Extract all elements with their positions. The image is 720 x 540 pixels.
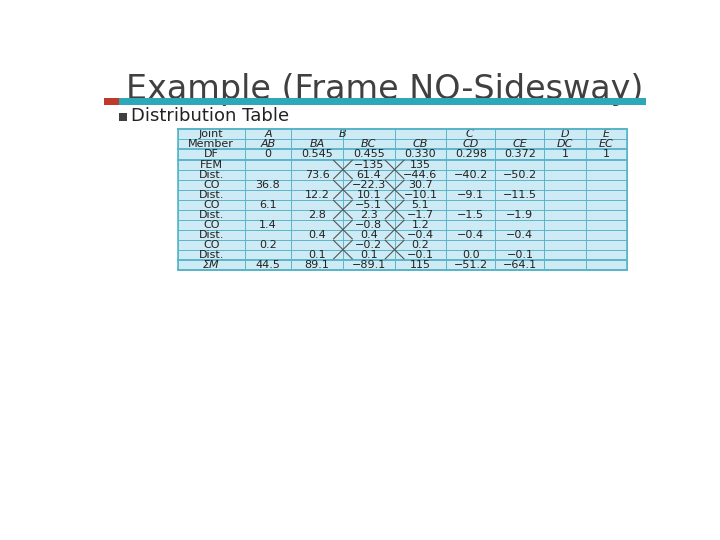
Text: 6.1: 6.1 (259, 200, 276, 210)
Text: 44.5: 44.5 (256, 260, 280, 270)
Text: −0.1: −0.1 (407, 249, 434, 260)
Text: −50.2: −50.2 (503, 170, 537, 179)
Text: −1.9: −1.9 (506, 210, 534, 220)
Bar (178, 129, 627, 271)
Text: −1.5: −1.5 (457, 210, 485, 220)
Text: 0.2: 0.2 (412, 240, 429, 249)
Text: 1: 1 (562, 149, 569, 159)
Text: −135: −135 (354, 159, 384, 170)
Text: 0.4: 0.4 (308, 230, 326, 240)
Text: Dist.: Dist. (199, 230, 224, 240)
Text: BA: BA (310, 139, 325, 148)
Text: −11.5: −11.5 (503, 190, 537, 200)
Text: −44.6: −44.6 (403, 170, 438, 179)
Text: 12.2: 12.2 (305, 190, 330, 200)
Text: 61.4: 61.4 (356, 170, 381, 179)
Text: Dist.: Dist. (199, 249, 224, 260)
Text: Dist.: Dist. (199, 190, 224, 200)
Text: 0: 0 (264, 149, 271, 159)
Text: 89.1: 89.1 (305, 260, 330, 270)
Text: 135: 135 (410, 159, 431, 170)
Text: E: E (603, 129, 610, 139)
Text: 115: 115 (410, 260, 431, 270)
Text: 10.1: 10.1 (356, 190, 381, 200)
Text: −51.2: −51.2 (454, 260, 488, 270)
Text: 0.0: 0.0 (462, 249, 480, 260)
Text: 0.298: 0.298 (455, 149, 487, 159)
Text: 0.455: 0.455 (353, 149, 384, 159)
Text: 1.4: 1.4 (259, 220, 277, 229)
Bar (120, 98, 647, 105)
Text: −1.7: −1.7 (407, 210, 434, 220)
Text: −40.2: −40.2 (454, 170, 488, 179)
Text: −9.1: −9.1 (457, 190, 485, 200)
Bar (120, 113, 127, 121)
Text: −0.2: −0.2 (355, 240, 382, 249)
Text: 0.545: 0.545 (301, 149, 333, 159)
Text: B: B (339, 129, 347, 139)
Text: Example (Frame NO-Sidesway): Example (Frame NO-Sidesway) (126, 72, 643, 105)
Text: CE: CE (513, 139, 527, 148)
Text: −22.3: −22.3 (351, 179, 386, 190)
Bar (178, 129, 627, 271)
Text: BC: BC (361, 139, 377, 148)
Text: −89.1: −89.1 (351, 260, 386, 270)
Text: CO: CO (203, 220, 220, 229)
Text: CD: CD (462, 139, 479, 148)
Text: Distribution Table: Distribution Table (131, 107, 289, 125)
Text: −0.4: −0.4 (407, 230, 434, 240)
Text: FEM: FEM (199, 159, 222, 170)
Text: Joint: Joint (199, 129, 223, 139)
Text: −10.1: −10.1 (403, 190, 438, 200)
Text: 2.3: 2.3 (360, 210, 377, 220)
Text: 0.2: 0.2 (259, 240, 277, 249)
Text: 1: 1 (603, 149, 610, 159)
Text: −0.4: −0.4 (457, 230, 485, 240)
Text: 0.1: 0.1 (360, 249, 377, 260)
Text: A: A (264, 129, 272, 139)
Text: 36.8: 36.8 (256, 179, 280, 190)
Text: −64.1: −64.1 (503, 260, 537, 270)
Text: 73.6: 73.6 (305, 170, 330, 179)
Text: C: C (466, 129, 473, 139)
Text: 5.1: 5.1 (412, 200, 429, 210)
Text: 30.7: 30.7 (408, 179, 433, 190)
Text: −5.1: −5.1 (355, 200, 382, 210)
Text: Dist.: Dist. (199, 170, 224, 179)
Text: DC: DC (557, 139, 573, 148)
Text: ΣM: ΣM (203, 260, 220, 270)
Text: CB: CB (413, 139, 428, 148)
Text: CO: CO (203, 240, 220, 249)
Text: DF: DF (204, 149, 219, 159)
Text: D: D (561, 129, 570, 139)
Text: −0.4: −0.4 (506, 230, 534, 240)
Text: −0.1: −0.1 (506, 249, 534, 260)
Text: CO: CO (203, 179, 220, 190)
Text: 2.8: 2.8 (308, 210, 326, 220)
Text: 1.2: 1.2 (412, 220, 429, 229)
Text: −0.8: −0.8 (355, 220, 382, 229)
Text: 0.330: 0.330 (405, 149, 436, 159)
Bar (104, 98, 120, 105)
Text: EC: EC (599, 139, 613, 148)
Text: Member: Member (188, 139, 234, 148)
Text: AB: AB (261, 139, 276, 148)
Text: 0.4: 0.4 (360, 230, 377, 240)
Text: 0.1: 0.1 (308, 249, 326, 260)
Text: CO: CO (203, 200, 220, 210)
Text: 0.372: 0.372 (504, 149, 536, 159)
Text: Dist.: Dist. (199, 210, 224, 220)
